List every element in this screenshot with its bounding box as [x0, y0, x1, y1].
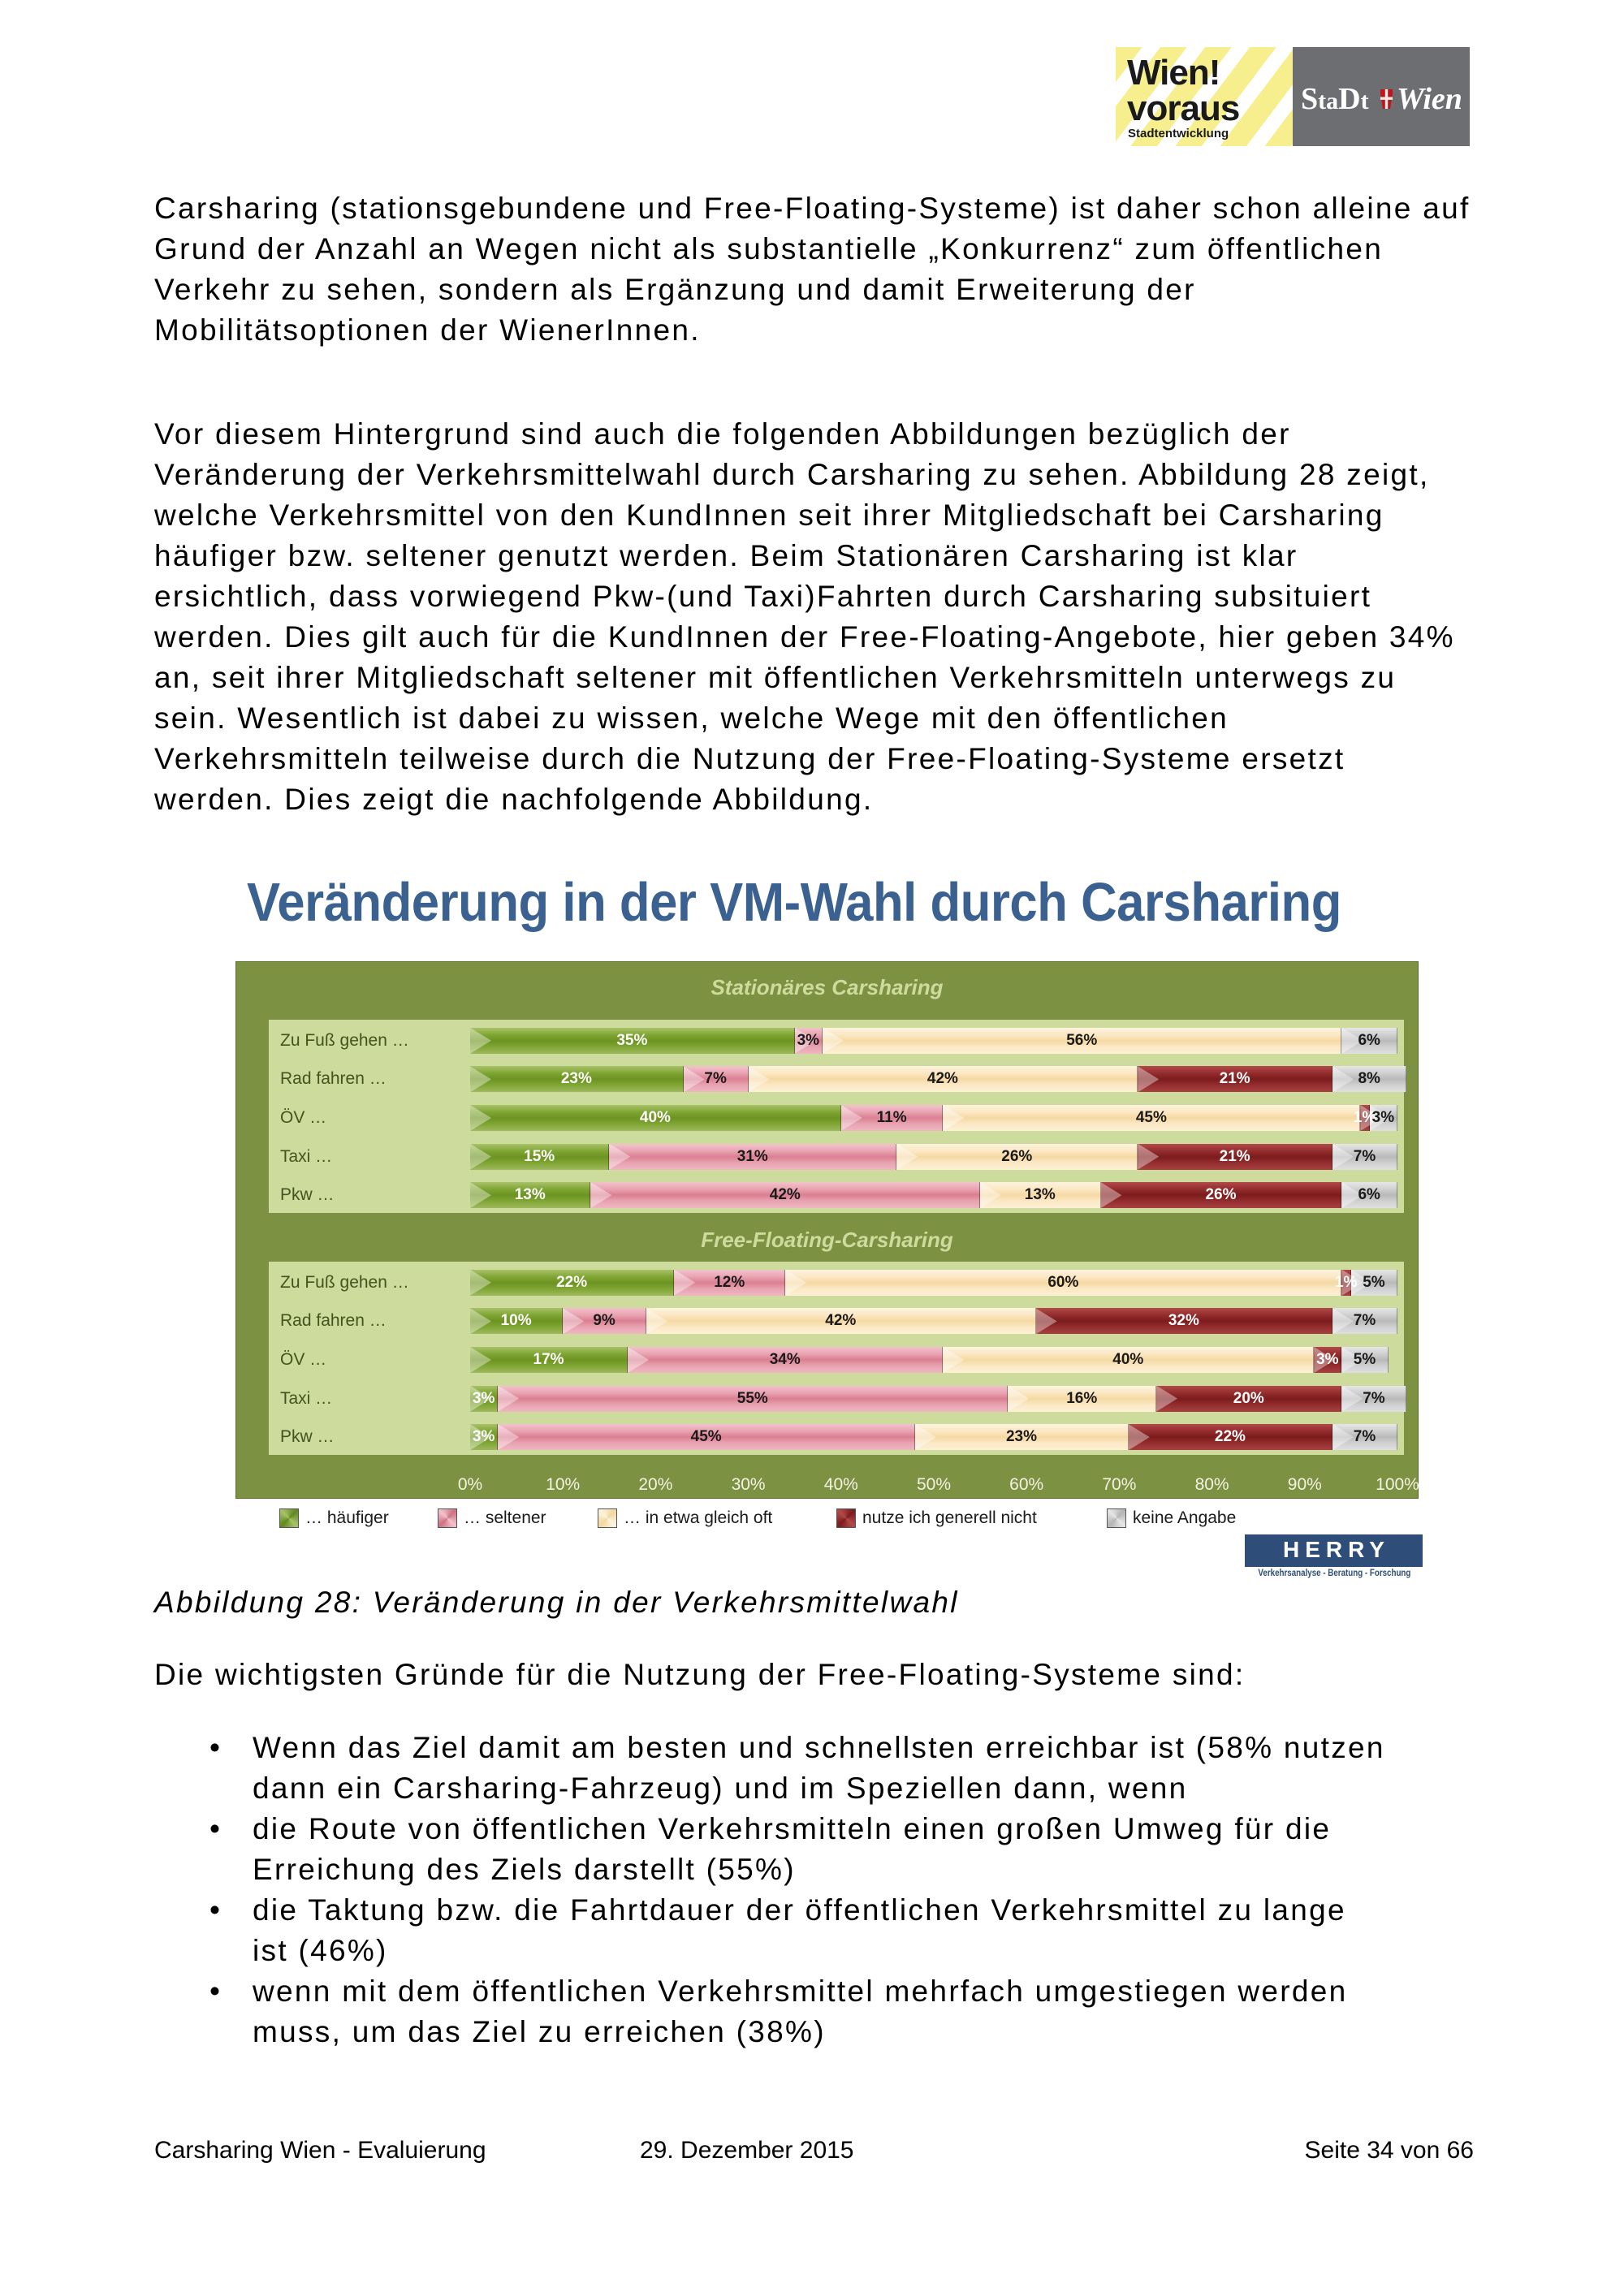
svg-text:Wien: Wien [1397, 82, 1462, 116]
svg-text:StaDt: StaDt [1301, 82, 1369, 116]
